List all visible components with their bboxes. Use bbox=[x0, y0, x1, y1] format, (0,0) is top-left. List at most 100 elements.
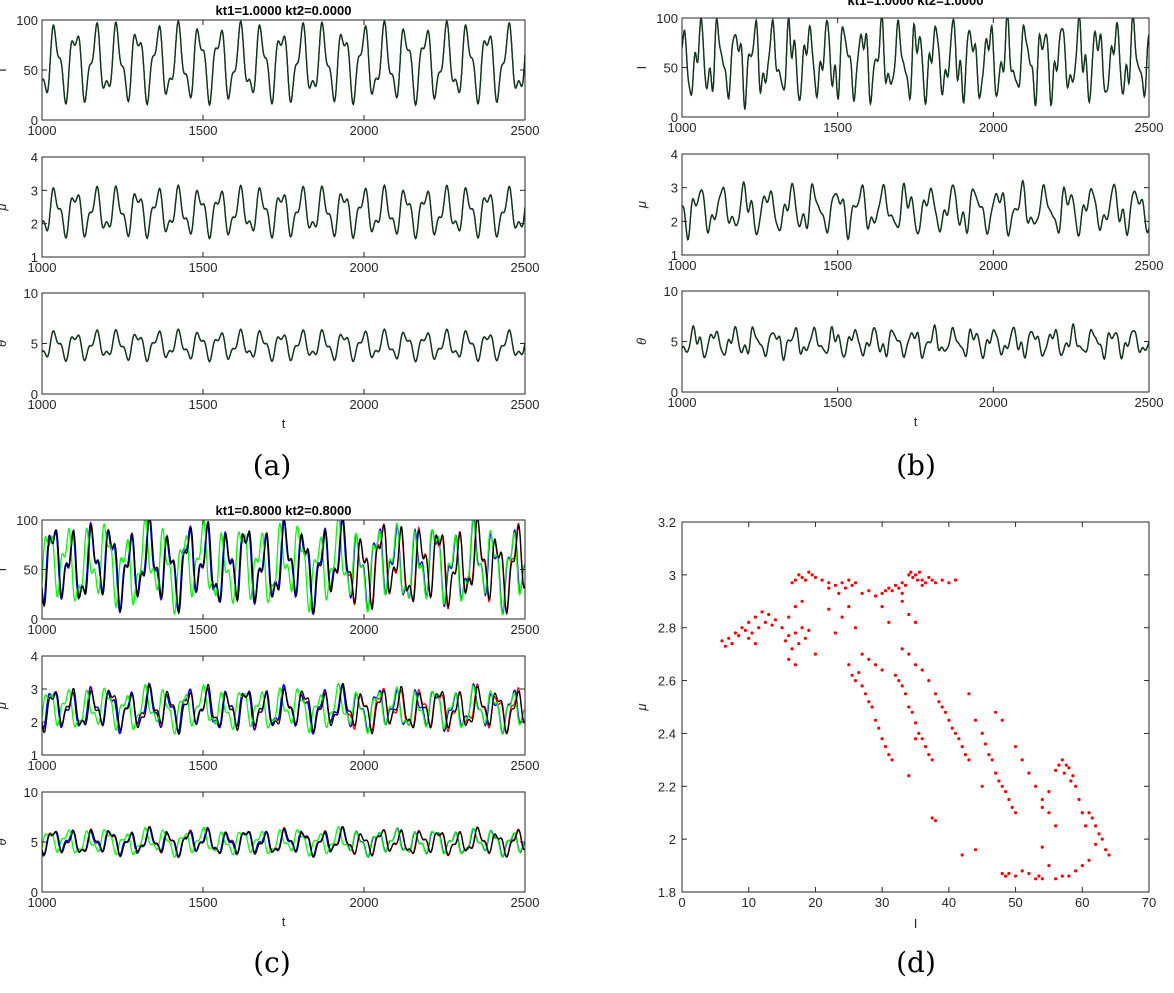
scatter-point bbox=[800, 626, 804, 630]
scatter-point bbox=[783, 639, 788, 643]
scatter-point bbox=[793, 578, 798, 582]
y-axis-label: I bbox=[634, 66, 649, 70]
scatter-point bbox=[800, 575, 804, 580]
scatter-point bbox=[750, 631, 754, 635]
scatter-point bbox=[947, 581, 951, 585]
series-line-c-0-2 bbox=[42, 520, 525, 616]
scatter-point bbox=[1040, 805, 1044, 810]
scatter-point bbox=[773, 618, 778, 622]
scatter-point bbox=[860, 652, 864, 656]
scatter-point bbox=[920, 668, 924, 672]
y-tick-label: 100 bbox=[656, 11, 678, 26]
y-tick-label: 0 bbox=[31, 113, 38, 128]
scatter-point bbox=[1034, 877, 1038, 881]
scatter-point bbox=[860, 591, 864, 596]
x-tick-label: 1500 bbox=[189, 397, 218, 412]
scatter-point bbox=[911, 575, 915, 580]
scatter-point bbox=[1027, 871, 1031, 876]
scatter-point bbox=[873, 718, 878, 722]
scatter-point bbox=[1040, 877, 1044, 881]
scatter-point bbox=[960, 853, 964, 857]
scatter-point bbox=[1020, 869, 1024, 873]
scatter-point bbox=[947, 718, 951, 722]
scatter-point bbox=[933, 581, 938, 585]
scatter-point bbox=[990, 758, 994, 762]
y-axis-label: μ bbox=[0, 702, 9, 710]
y-tick-label: 1 bbox=[31, 748, 38, 763]
scatter-point bbox=[907, 774, 911, 778]
scatter-point bbox=[903, 583, 908, 588]
x-tick-label: 2000 bbox=[350, 260, 379, 275]
x-tick-label: 1000 bbox=[28, 123, 57, 138]
caption-c: (c) bbox=[253, 946, 291, 979]
x-tick-label: 1500 bbox=[189, 758, 218, 773]
scatter-point bbox=[893, 673, 898, 677]
scatter-point bbox=[1067, 766, 1071, 770]
caption-b: (b) bbox=[896, 449, 936, 482]
axes-box-a-2 bbox=[41, 292, 526, 395]
scatter-point bbox=[909, 570, 913, 574]
scatter-point bbox=[863, 692, 868, 696]
scatter-point bbox=[907, 652, 911, 656]
scatter-point bbox=[994, 710, 998, 714]
scatter-point bbox=[813, 652, 818, 656]
scatter-point bbox=[840, 615, 844, 619]
x-tick-label: 1000 bbox=[28, 622, 57, 637]
y-tick-label: 50 bbox=[664, 61, 678, 76]
scatter-point bbox=[907, 573, 911, 577]
scatter-point bbox=[1094, 842, 1098, 847]
axes-box-b-1 bbox=[681, 153, 1150, 256]
scatter-point bbox=[1060, 758, 1064, 762]
scatter-point bbox=[763, 620, 768, 625]
y-axis-label: μ bbox=[634, 201, 649, 209]
y-tick-label: 4 bbox=[671, 147, 678, 162]
x-tick-label: 1000 bbox=[28, 895, 57, 910]
x-tick-label: 2000 bbox=[979, 395, 1008, 410]
scatter-point bbox=[1014, 745, 1018, 749]
y-tick-label: 10 bbox=[24, 286, 38, 301]
x-tick-label: 20 bbox=[808, 895, 822, 910]
y-tick-label: 2.2 bbox=[658, 779, 676, 794]
x-tick-label: 2000 bbox=[350, 397, 379, 412]
scatter-point bbox=[760, 610, 764, 614]
scatter-point bbox=[787, 615, 791, 619]
scatter-point bbox=[743, 628, 748, 633]
scatter-point bbox=[930, 758, 934, 762]
y-tick-label: 0 bbox=[671, 385, 678, 400]
y-axis-label: θ bbox=[634, 338, 649, 345]
scatter-point bbox=[1014, 874, 1018, 878]
scatter-point bbox=[747, 636, 751, 640]
scatter-point bbox=[733, 631, 738, 635]
x-tick-label: 1500 bbox=[823, 120, 852, 135]
scatter-point bbox=[867, 700, 871, 704]
scatter-point bbox=[913, 663, 918, 667]
scatter-point bbox=[1010, 805, 1014, 810]
scatter-point bbox=[973, 848, 978, 852]
y-tick-label: 100 bbox=[16, 13, 38, 28]
scatter-point bbox=[833, 583, 838, 588]
scatter-point bbox=[753, 615, 758, 619]
x-tick-label: 2500 bbox=[1135, 395, 1164, 410]
scatter-point bbox=[827, 586, 831, 590]
caption-a: (a) bbox=[252, 449, 292, 482]
y-axis-label: θ bbox=[0, 340, 9, 347]
y-tick-label: 4 bbox=[31, 150, 38, 165]
series-line-b-2-1 bbox=[682, 322, 1149, 362]
scatter-point bbox=[1007, 871, 1011, 876]
y-tick-label: 1 bbox=[31, 250, 38, 265]
scatter-point bbox=[1067, 874, 1071, 878]
x-tick-label: 2000 bbox=[350, 123, 379, 138]
x-axis-label: t bbox=[914, 414, 918, 429]
x-axis-label: t bbox=[282, 914, 286, 929]
scatter-point bbox=[793, 605, 798, 609]
axes-box-c-1 bbox=[41, 655, 526, 756]
caption-d: (d) bbox=[896, 946, 936, 979]
scatter-point bbox=[940, 578, 944, 582]
scatter-point bbox=[790, 581, 794, 585]
x-tick-label: 1000 bbox=[28, 397, 57, 412]
x-tick-label: 2500 bbox=[511, 260, 540, 275]
y-tick-label: 3 bbox=[671, 181, 678, 196]
scatter-point bbox=[1054, 877, 1058, 881]
scatter-point bbox=[994, 771, 998, 775]
x-tick-label: 1000 bbox=[28, 758, 57, 773]
